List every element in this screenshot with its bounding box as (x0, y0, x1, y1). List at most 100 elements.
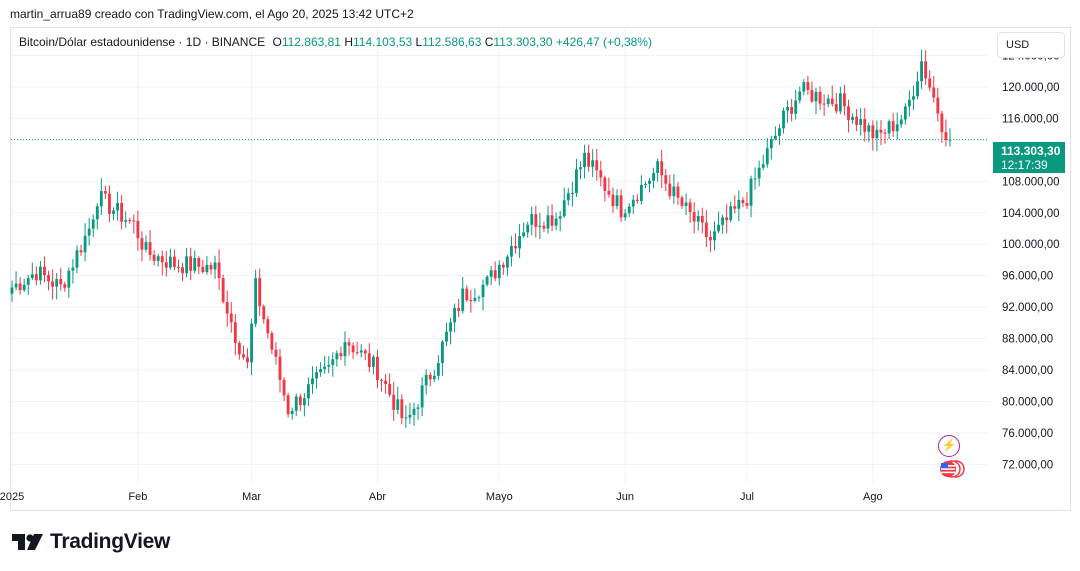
candle-body (562, 200, 566, 217)
candle (538, 212, 542, 240)
candle-body (156, 256, 160, 261)
candle (95, 203, 99, 230)
candle (351, 342, 355, 360)
y-tick-label: 108.000,00 (1002, 176, 1060, 188)
candle (278, 348, 282, 393)
candle (75, 245, 79, 274)
candle-body (575, 169, 578, 194)
x-tick-label: Jun (616, 491, 634, 503)
x-tick-label: Abr (369, 491, 386, 503)
candle (485, 275, 489, 287)
candle (822, 94, 826, 116)
candle (396, 386, 400, 415)
candle (83, 223, 87, 262)
candle (213, 255, 217, 279)
candle (367, 343, 371, 373)
candle (830, 85, 834, 107)
candle (246, 348, 249, 369)
candle (769, 135, 773, 160)
candle-body (907, 99, 911, 107)
candle (233, 313, 237, 356)
candle-body (307, 384, 310, 399)
candle (859, 108, 863, 136)
candle-body (359, 350, 363, 353)
candle-body (148, 242, 152, 255)
candle (225, 290, 229, 327)
candle (562, 187, 566, 218)
candle-body (233, 322, 237, 343)
candle-body (725, 217, 729, 221)
candle (575, 158, 578, 198)
candle-body (331, 359, 335, 365)
candle-body (461, 288, 465, 311)
candle-body (286, 395, 290, 415)
candle-body (627, 206, 631, 214)
candle-body (274, 349, 278, 357)
candle (534, 205, 538, 238)
candle (132, 214, 136, 234)
candle (627, 203, 631, 217)
candle-body (75, 250, 79, 268)
candle-body (380, 380, 383, 382)
candle (140, 231, 144, 262)
candle-body (79, 250, 83, 253)
x-tick-label: Ago (863, 491, 883, 503)
y-tick-label: 80.000,00 (1002, 396, 1053, 408)
candle-body (753, 178, 757, 180)
candle-body (420, 385, 424, 408)
candle (871, 120, 875, 151)
candle-body (319, 369, 323, 373)
candle (168, 248, 172, 270)
tradingview-logo[interactable]: TradingView (12, 529, 170, 555)
candle-body (449, 322, 452, 332)
symbol-name[interactable]: Bitcoin/Dólar estadounidense · 1D · BINA… (19, 35, 266, 49)
candle (656, 158, 660, 182)
candle-body (603, 177, 607, 191)
candle-body (591, 160, 595, 167)
y-tick-label: 100.000,00 (1002, 239, 1060, 251)
candle-body (497, 264, 501, 279)
candle-body (160, 256, 164, 263)
candle-body (355, 352, 359, 354)
candle (940, 110, 944, 143)
candle (217, 249, 221, 290)
candle (14, 271, 18, 291)
candle (786, 100, 789, 123)
candle-body (128, 220, 132, 222)
lightning-icon[interactable]: ⚡ (938, 435, 960, 457)
candle (116, 191, 119, 221)
candle-body (120, 203, 124, 222)
candle-body (514, 246, 517, 249)
candle-body (436, 363, 440, 376)
us-flag-icon[interactable] (938, 460, 965, 478)
candle (737, 190, 741, 222)
currency-button[interactable]: USD (997, 32, 1065, 58)
candle (680, 195, 684, 209)
candle (944, 119, 948, 147)
candle-body (635, 199, 639, 201)
candle-body (181, 267, 184, 274)
candle (635, 194, 639, 204)
candle-body (189, 256, 193, 271)
candle (672, 174, 676, 204)
candle-body (631, 199, 635, 207)
candle (713, 221, 716, 251)
candle (63, 281, 67, 292)
candle (148, 230, 152, 261)
low-label: L (415, 35, 423, 49)
candle-body (164, 262, 168, 268)
candle-body (432, 375, 436, 380)
candle (729, 201, 733, 223)
candle (449, 317, 452, 345)
candle (546, 205, 550, 234)
candle (79, 244, 83, 256)
candle-body (209, 264, 213, 270)
candle (298, 393, 302, 412)
candle-body (830, 98, 834, 105)
candle (522, 222, 526, 238)
candle-body (721, 217, 725, 225)
candle-body (266, 319, 270, 334)
candle (205, 256, 209, 275)
candle-body (501, 264, 505, 268)
